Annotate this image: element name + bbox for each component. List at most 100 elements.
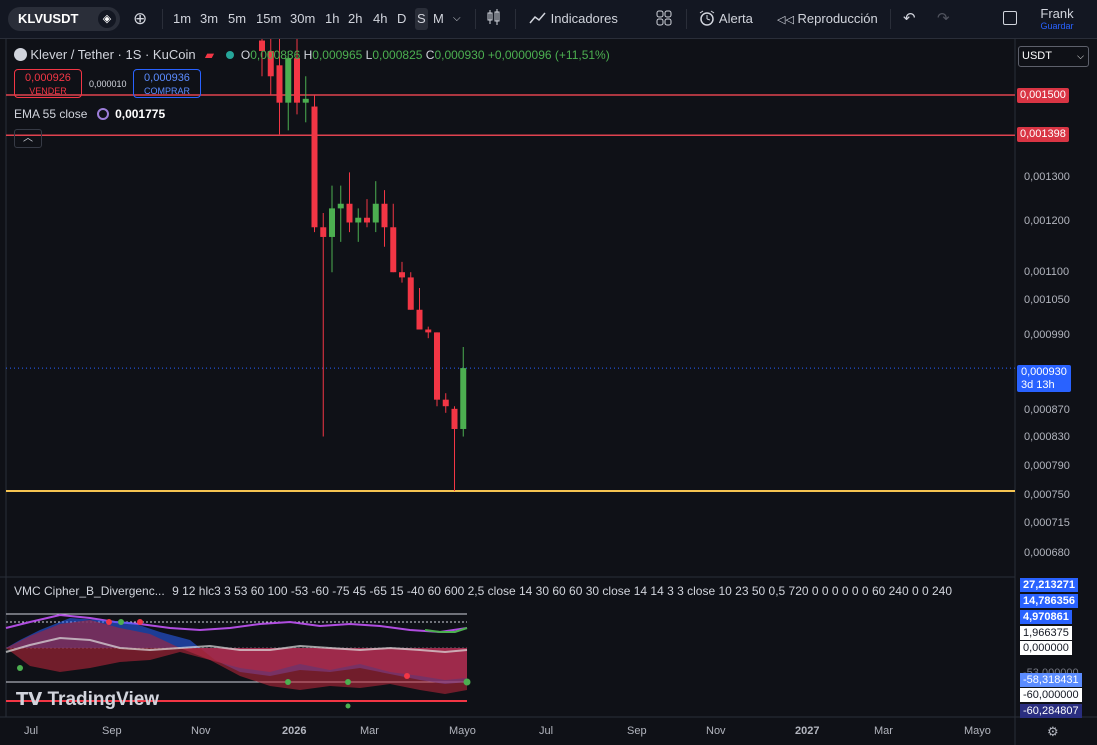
candle-body (416, 309, 423, 330)
timeframe-3m[interactable]: 3m (200, 11, 219, 26)
price-axis-label: 0,000830 (1024, 431, 1070, 443)
timeframe-5m[interactable]: 5m (228, 11, 247, 26)
horizontal-lines (6, 94, 1015, 492)
buy-price: 0,000936 (144, 72, 190, 84)
currency-select-value: USDT (1022, 50, 1052, 62)
indicator-buy-dot (118, 619, 124, 625)
indicators-label: Indicadores (550, 11, 618, 26)
timeframe-1m[interactable]: 1m (173, 11, 192, 26)
replay-rewind-icon: ◁◁ (777, 14, 794, 26)
redo-icon[interactable]: ↷ (937, 10, 950, 27)
time-axis-label: Jul (539, 725, 554, 737)
compare-add-icon[interactable]: ⊕ (133, 9, 148, 28)
timeframe-d[interactable]: D (397, 11, 407, 26)
price-axis-label: 0,000715 (1024, 517, 1070, 529)
time-axis-label: Mayo (964, 725, 991, 737)
indicators-icon (529, 12, 546, 24)
indicator-buy-dot (463, 678, 471, 686)
high-value: 0,000965 (312, 48, 363, 62)
timeframe-30m[interactable]: 30m (290, 11, 316, 26)
symbol-info-icon[interactable]: ◈ (98, 10, 116, 28)
price-axis-label: 0,000750 (1024, 489, 1070, 501)
alert-button[interactable]: Alerta (698, 8, 753, 30)
replay-button[interactable]: ◁◁ Reproducción (777, 8, 878, 30)
timeframe-4h[interactable]: 4h (373, 11, 388, 26)
candle-body (399, 272, 405, 278)
price-axis-label: 0,000990 (1024, 329, 1070, 341)
toolbar-divider (475, 9, 476, 29)
flag-icon[interactable]: ▰ (204, 48, 215, 62)
alert-label: Alerta (718, 11, 753, 26)
candle-body (364, 217, 370, 223)
tradingview-watermark[interactable]: 𝗧𝗩 TradingView (16, 689, 159, 711)
currency-select[interactable]: USDT ⌵ (1018, 46, 1089, 67)
high-label: H (303, 48, 313, 62)
time-axis-label: Mayo (449, 725, 476, 737)
fullscreen-icon[interactable] (1003, 11, 1017, 25)
time-axis-label: 2027 (795, 725, 820, 737)
timeframe-chevron-down-icon[interactable]: ⌵ (453, 13, 461, 24)
timeframe-s[interactable]: S (415, 8, 428, 30)
watermark-text: TradingView (47, 689, 160, 710)
timeframe-1h[interactable]: 1h (325, 11, 340, 26)
chart-type-candles-icon[interactable] (486, 8, 502, 30)
klever-logo-icon (14, 48, 27, 61)
price-tag-line: 0,001500 (1017, 88, 1069, 103)
candle-body (276, 65, 283, 103)
layouts-grid-icon[interactable] (656, 8, 672, 30)
time-axis-label: 2026 (282, 725, 307, 737)
time-axis-label: Sep (627, 725, 647, 737)
candle-body (425, 329, 432, 333)
toolbar-divider (890, 9, 891, 29)
timeframe-2h[interactable]: 2h (348, 11, 363, 26)
candle-body (294, 58, 300, 103)
close-value: 0,000930 (434, 48, 485, 62)
indicator-sell-dot (137, 619, 143, 625)
timeframe-15m[interactable]: 15m (256, 11, 282, 26)
collapse-legend-chevron-up-icon[interactable]: ︿ (14, 129, 42, 148)
main-pane-bg (0, 39, 1015, 577)
candle-body (390, 227, 397, 273)
candle-body (302, 98, 309, 103)
open-value: 0,000836 (250, 48, 301, 62)
time-axis-label: Nov (706, 725, 726, 737)
indicator-title: VMC Cipher_B_Divergenc... (14, 584, 165, 598)
timeframe-m[interactable]: M (433, 11, 444, 26)
buy-button[interactable]: 0,000936 COMPRAR (133, 69, 201, 98)
price-axis-label: 0,001100 (1024, 266, 1070, 278)
indicator-tag: -60,000000 (1020, 688, 1082, 702)
alarm-clock-icon (699, 10, 715, 26)
current-price-value: 0,000930 (1021, 366, 1067, 378)
sell-price: 0,000926 (25, 72, 71, 84)
time-axis-label: Mar (360, 725, 379, 737)
indicator-tag: -58,318431 (1020, 673, 1082, 687)
indicator-buy-dot (17, 665, 23, 671)
replay-label: Reproducción (797, 11, 878, 26)
candle-body (320, 227, 327, 237)
sell-button[interactable]: 0,000926 VENDER (14, 69, 82, 98)
indicators-button[interactable]: Indicadores (529, 8, 618, 30)
candle-countdown: 3d 13h (1021, 379, 1055, 391)
chart-settings-gear-icon[interactable]: ⚙ (1047, 724, 1059, 739)
sell-label: VENDER (29, 86, 67, 96)
candle-body (434, 332, 440, 400)
user-name: Frank (1040, 6, 1074, 21)
indicator-tag: 0,000000 (1020, 641, 1072, 655)
indicator-gray-line (5, 636, 468, 654)
symbol-search[interactable]: KLVUSDT ◈ (8, 7, 120, 31)
save-layout-button[interactable]: Frank Guardar (1038, 6, 1076, 32)
top-toolbar: KLVUSDT ◈ ⊕ 1m 3m 5m 15m 30m 1h 2h 4h D S M ⌵ Indi… (0, 0, 1097, 39)
indicator-tag: 27,213271 (1020, 578, 1078, 592)
buy-label: COMPRAR (143, 86, 190, 96)
candle-body (442, 399, 449, 407)
undo-icon[interactable]: ↶ (903, 10, 916, 27)
candle-body (259, 40, 265, 52)
price-axis-label: 0,001200 (1024, 215, 1070, 227)
indicator-purple-line (5, 613, 468, 634)
time-axis-label: Sep (102, 725, 122, 737)
toolbar-divider (686, 9, 687, 29)
change-value: +0,0000096 (+11,51%) (487, 48, 610, 62)
candle-body (407, 277, 414, 310)
candle-body (337, 203, 344, 209)
